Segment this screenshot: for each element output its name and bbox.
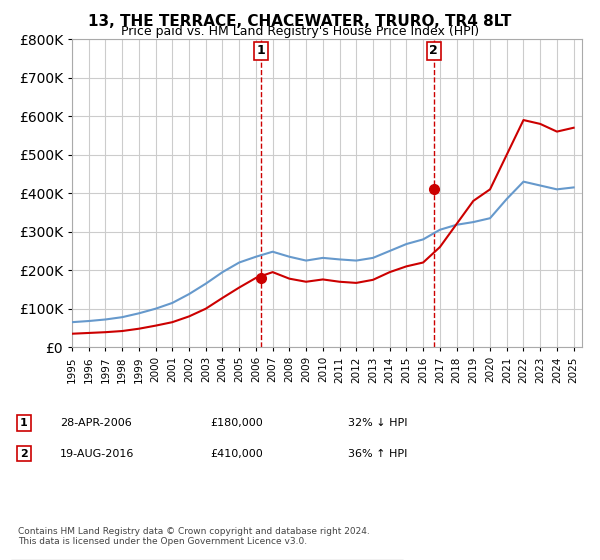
Text: 28-APR-2006: 28-APR-2006 bbox=[60, 418, 132, 428]
Text: 13, THE TERRACE, CHACEWATER, TRURO, TR4 8LT: 13, THE TERRACE, CHACEWATER, TRURO, TR4 … bbox=[88, 14, 512, 29]
Text: 1: 1 bbox=[20, 418, 28, 428]
Text: 36% ↑ HPI: 36% ↑ HPI bbox=[348, 449, 407, 459]
Text: 1: 1 bbox=[257, 44, 266, 57]
Text: £180,000: £180,000 bbox=[210, 418, 263, 428]
Text: 2: 2 bbox=[430, 44, 438, 57]
Text: £410,000: £410,000 bbox=[210, 449, 263, 459]
Text: 2: 2 bbox=[20, 449, 28, 459]
Text: 19-AUG-2016: 19-AUG-2016 bbox=[60, 449, 134, 459]
Text: 32% ↓ HPI: 32% ↓ HPI bbox=[348, 418, 407, 428]
Text: Price paid vs. HM Land Registry's House Price Index (HPI): Price paid vs. HM Land Registry's House … bbox=[121, 25, 479, 38]
Text: Contains HM Land Registry data © Crown copyright and database right 2024.
This d: Contains HM Land Registry data © Crown c… bbox=[18, 526, 370, 546]
